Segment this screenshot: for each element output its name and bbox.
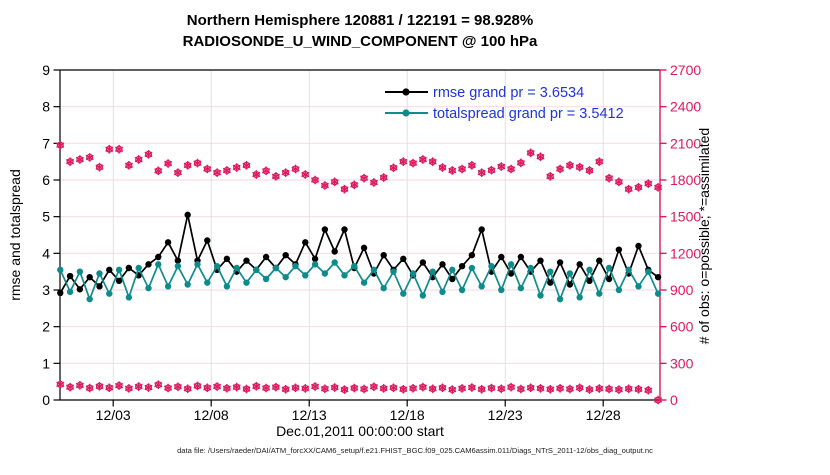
series-totalspread	[57, 259, 662, 303]
x-tick-label: 12/13	[292, 407, 327, 423]
axes-and-ticks: 0 1 2 3 4 5 6 7 8 9 0 300 600 900 1200 1500 1800 2100 2400…	[42, 62, 701, 423]
data-series	[56, 140, 663, 405]
legend-marker-rmse	[402, 88, 410, 96]
grid-lines	[60, 70, 660, 400]
y-left-tick-label: 2	[42, 319, 50, 335]
legend: rmse grand pr = 3.6534 totalspread grand…	[385, 85, 624, 122]
legend-label-totalspread: totalspread grand pr = 3.5412	[433, 106, 624, 122]
y-right-tick-label: 0	[670, 392, 678, 408]
x-tick-label: 12/18	[390, 407, 425, 423]
series-rmse	[57, 211, 662, 297]
chart-title-line2: RADIOSONDE_U_WIND_COMPONENT @ 100 hPa	[183, 33, 538, 50]
y-left-tick-label: 0	[42, 392, 50, 408]
y-right-tick-label: 2100	[670, 135, 701, 151]
x-tick-label: 12/28	[586, 407, 621, 423]
y-right-tick-label: 2700	[670, 62, 701, 78]
y-right-tick-label: 1800	[670, 172, 701, 188]
y-left-tick-label: 8	[42, 99, 50, 115]
y-axis-left-label: rmse and totalspread	[7, 169, 23, 301]
y-left-tick-label: 3	[42, 282, 50, 298]
y-left-tick-label: 7	[42, 135, 50, 151]
y-right-tick-label: 2400	[670, 99, 701, 115]
y-axis-right-label: # of obs: o=possible; *=assimilated	[696, 128, 712, 344]
legend-entry-totalspread: totalspread grand pr = 3.5412	[385, 106, 624, 122]
y-left-tick-label: 1	[42, 355, 50, 371]
y-right-tick-label: 600	[670, 319, 694, 335]
legend-marker-totalspread	[402, 109, 410, 117]
chart-title-line1: Northern Hemisphere 120881 / 122191 = 98…	[187, 12, 533, 29]
y-left-tick-label: 4	[42, 245, 50, 261]
series-num_obs_lower_band	[56, 380, 663, 405]
x-tick-label: 12/03	[96, 407, 131, 423]
y-left-tick-label: 9	[42, 62, 50, 78]
data-file-path: data file: /Users/raeder/DAI/ATM_forcXX/…	[177, 446, 653, 455]
y-right-tick-label: 900	[670, 282, 694, 298]
legend-entry-rmse: rmse grand pr = 3.6534	[385, 85, 584, 101]
legend-label-rmse: rmse grand pr = 3.6534	[433, 85, 584, 101]
x-tick-label: 12/08	[194, 407, 229, 423]
series-num_obs_upper_band	[56, 140, 663, 194]
y-right-tick-label: 300	[670, 355, 694, 371]
y-right-tick-label: 1500	[670, 209, 701, 225]
y-right-tick-label: 1200	[670, 245, 701, 261]
x-tick-label: 12/23	[488, 407, 523, 423]
x-axis-label: Dec.01,2011 00:00:00 start	[276, 423, 444, 439]
y-left-tick-label: 6	[42, 172, 50, 188]
y-left-tick-label: 5	[42, 209, 50, 225]
